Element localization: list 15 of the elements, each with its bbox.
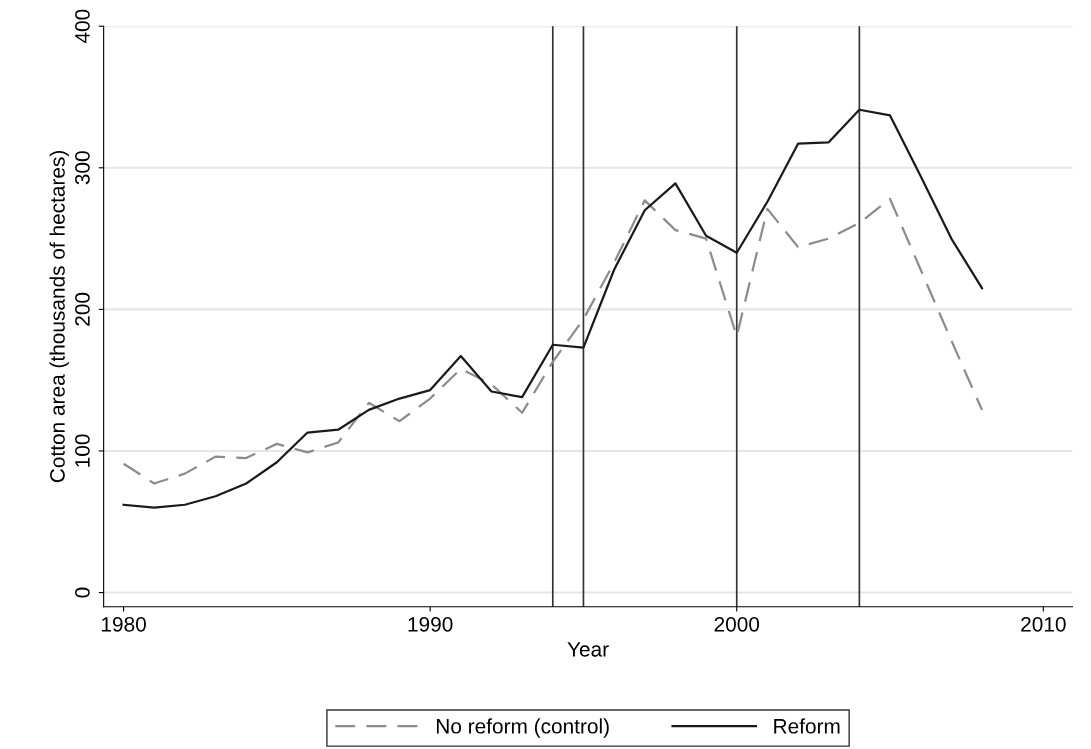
y-tick-label: 200 xyxy=(75,292,90,326)
y-tick-label: 400 xyxy=(75,9,90,44)
y-axis-title: Cotton area (thousands of hectares) xyxy=(49,150,69,483)
x-tick-label: 2010 xyxy=(1021,616,1066,632)
x-tick-label: 1990 xyxy=(408,616,453,632)
legend-label: No reform (control) xyxy=(436,718,609,738)
line-series xyxy=(122,197,984,485)
x-tick-label: 2000 xyxy=(714,616,760,632)
legend-label: Reform xyxy=(774,718,840,734)
y-tick-label: 300 xyxy=(75,151,90,185)
y-tick-label: 0 xyxy=(75,587,90,598)
x-tick-label: 1980 xyxy=(101,616,146,632)
line-series xyxy=(122,108,984,509)
y-tick-label: 100 xyxy=(75,434,90,467)
x-axis-title: Year xyxy=(567,642,609,657)
